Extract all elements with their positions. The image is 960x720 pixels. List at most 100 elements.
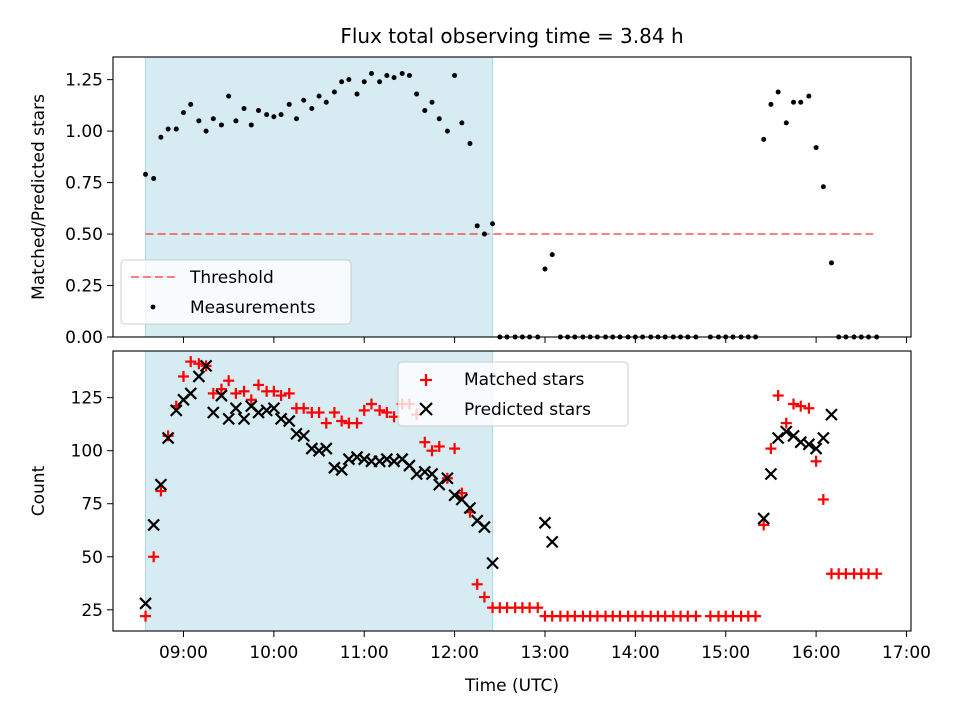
predicted-star-point: [305, 442, 319, 455]
matched-star-point: [788, 398, 800, 410]
predicted-star-point-b: [418, 465, 432, 479]
measurement-point: [271, 114, 277, 120]
y-tick-label: 1.25: [65, 71, 103, 91]
matched-star-point: [336, 415, 348, 427]
predicted-star-point-b: [545, 535, 559, 549]
predicted-star-point: [757, 512, 770, 525]
predicted-star-point-b: [425, 467, 439, 481]
matched-star-point: [750, 610, 762, 622]
measurement-point: [248, 122, 254, 128]
predicted-star-point: [825, 408, 838, 421]
matched-star-point: [780, 417, 792, 429]
predicted-star-point-b: [207, 406, 220, 419]
top-y-ticks: 0.00 0.25 0.50 0.75 1.00 1.25: [65, 71, 113, 348]
bottom-y-axis-label: Count: [29, 465, 49, 516]
predicted-star-point: [441, 471, 454, 485]
measurement-point: [761, 136, 767, 142]
y-tick-label: 100: [71, 442, 103, 462]
measurement-point: [241, 105, 247, 111]
measurement-point: [256, 108, 262, 114]
x-axis-label: Time (UTC): [464, 676, 559, 696]
measurement-point: [301, 97, 307, 103]
measurement-point: [436, 116, 442, 122]
measurement-point: [406, 73, 412, 79]
matched-star-point: [803, 402, 815, 414]
predicted-star-point: [335, 463, 348, 477]
predicted-star-point-b: [328, 461, 341, 474]
predicted-star-point-b: [282, 414, 296, 428]
measurement-point: [286, 101, 292, 107]
predicted-star-point: [192, 370, 206, 383]
bottom-legend: Matched stars Predicted stars: [397, 361, 629, 427]
measurement-point: [165, 126, 171, 132]
predicted-star-point-b: [169, 404, 183, 417]
measurement-point: [361, 79, 367, 85]
matched-star-point: [155, 485, 167, 497]
y-tick-label: 0.25: [65, 277, 103, 297]
measurement-point: [233, 118, 239, 124]
measurement-point: [542, 266, 548, 272]
predicted-star-point-b: [395, 452, 409, 466]
predicted-star-point-b: [764, 467, 778, 481]
measurement-point: [429, 99, 435, 105]
predicted-star-point: [817, 431, 830, 445]
predicted-star-point-b: [139, 597, 152, 610]
predicted-star-point-b: [802, 438, 816, 451]
x-tick-label: 16:00: [792, 643, 841, 663]
y-tick-label: 0.00: [65, 328, 103, 348]
bottom-x-ticks: 09:00 10:00 11:00 12:00 13:00 14:00 15:00 16:00…: [159, 631, 931, 663]
matched-star-point: [871, 568, 883, 580]
top-y-axis-label: Matched/Predicted stars: [29, 94, 49, 300]
bottom-plot-frame: [112, 350, 912, 632]
matched-stars-points: [140, 356, 883, 622]
predicted-star-point: [282, 414, 296, 428]
legend-matched-swatch: [420, 374, 432, 386]
measurement-point: [368, 70, 374, 76]
matched-star-point: [426, 445, 438, 457]
matched-star-point: [268, 385, 280, 397]
matched-star-point: [419, 436, 431, 448]
predicted-star-point-b: [441, 471, 454, 485]
measurement-point: [791, 99, 797, 105]
predicted-star-point-b: [147, 518, 160, 532]
predicted-star-point: [267, 401, 281, 415]
matched-star-point: [772, 390, 784, 402]
x-tick-label: 14:00: [611, 643, 660, 663]
predicted-star-point-b: [463, 501, 477, 515]
matched-star-point: [320, 417, 332, 429]
predicted-star-point-b: [432, 478, 446, 491]
matched-star-point: [148, 551, 160, 563]
measurement-point: [384, 73, 390, 79]
measurement-point: [444, 128, 450, 134]
measurement-point: [188, 101, 194, 107]
matched-star-point: [532, 602, 544, 614]
measurement-point: [474, 223, 480, 229]
y-tick-label: 0.50: [65, 225, 103, 245]
predicted-star-point-b: [809, 442, 823, 455]
matched-star-point: [238, 385, 250, 397]
matched-star-point: [433, 440, 445, 452]
matched-star-point: [795, 400, 807, 412]
measurement-point: [173, 126, 179, 132]
predicted-star-point-b: [154, 478, 168, 491]
measurement-point: [459, 120, 465, 126]
measurement-point: [813, 145, 819, 151]
matched-star-point: [374, 404, 386, 416]
top-x-ticks: [182, 337, 907, 343]
predicted-star-point: [350, 450, 364, 464]
predicted-star-point: [229, 401, 243, 415]
matched-star-point: [140, 610, 152, 622]
matched-star-point: [313, 407, 325, 419]
x-tick-label: 13:00: [520, 643, 569, 663]
measurement-point: [180, 110, 186, 116]
matched-star-point: [275, 390, 287, 402]
matched-star-point: [283, 387, 295, 399]
predicted-star-point: [297, 429, 310, 443]
measurement-point: [806, 93, 812, 99]
legend-predicted-label: Predicted stars: [464, 400, 591, 420]
predicted-star-point: [538, 516, 552, 530]
predicted-star-point: [486, 556, 499, 570]
predicted-star-point-b: [538, 516, 552, 530]
matched-star-point: [298, 402, 310, 414]
